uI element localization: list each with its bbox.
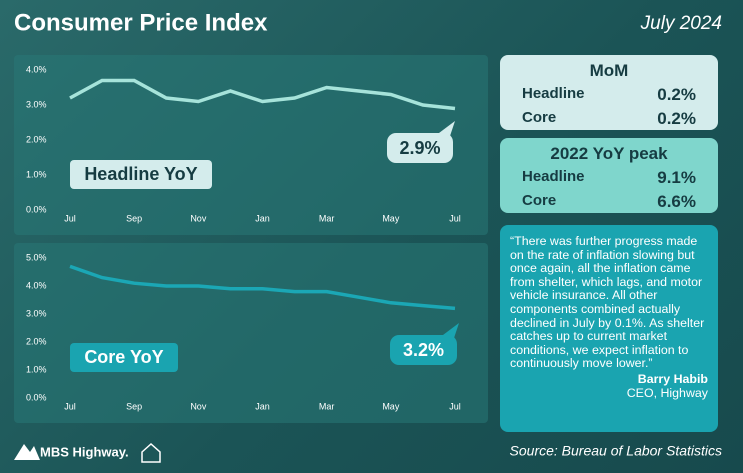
y-tick-label: 0.0%: [26, 204, 47, 214]
peak-box: 2022 YoY peak Headline 9.1% Core 6.6%: [500, 138, 718, 213]
x-tick-label: Mar: [319, 401, 335, 411]
logo: MBS Highway.: [40, 444, 129, 459]
logo-icon: [14, 444, 40, 460]
row-value: 6.6%: [657, 192, 696, 211]
row-value: 0.2%: [657, 85, 696, 104]
y-tick-label: 5.0%: [26, 252, 47, 262]
series-label: Core YoY: [84, 347, 163, 367]
row-value: 9.1%: [657, 168, 696, 187]
quote-box: “There was further progress made on the …: [500, 225, 718, 432]
callout-box: [387, 133, 453, 163]
y-tick-label: 0.0%: [26, 392, 47, 402]
row-label: Headline: [522, 168, 585, 185]
label-box: [70, 343, 178, 372]
x-tick-label: Jan: [255, 401, 270, 411]
y-tick-label: 4.0%: [26, 64, 47, 74]
x-tick-label: Nov: [190, 213, 207, 223]
x-tick-label: Nov: [190, 401, 207, 411]
y-tick-label: 3.0%: [26, 99, 47, 109]
label-box: [70, 160, 212, 189]
quote-text: “There was further progress made on the …: [510, 234, 705, 371]
chart-panel: [14, 55, 488, 235]
callout: 2.9%: [399, 138, 440, 158]
line: [69, 264, 456, 311]
mom-box: MoM Headline 0.2% Core 0.2%: [500, 55, 718, 130]
y-tick-label: 1.0%: [26, 169, 47, 179]
y-tick-label: 2.0%: [26, 134, 47, 144]
box-title: 2022 YoY peak: [550, 144, 668, 163]
row-label: Core: [522, 109, 557, 126]
y-tick-label: 2.0%: [26, 336, 47, 346]
y-tick-label: 4.0%: [26, 280, 47, 290]
quote-role: CEO, Highway: [626, 385, 708, 400]
row-label: Core: [522, 192, 557, 209]
x-tick-label: Jul: [64, 213, 76, 223]
row: Headline 9.1%: [500, 168, 718, 188]
row-value: 0.2%: [657, 109, 696, 128]
housing-icon: [141, 442, 161, 463]
row: Core 6.6%: [500, 192, 718, 212]
chart-panel: [14, 243, 488, 423]
x-tick-label: Jan: [255, 213, 270, 223]
y-tick-label: 3.0%: [26, 308, 47, 318]
box-title: MoM: [589, 61, 629, 80]
x-tick-label: Jul: [64, 401, 76, 411]
row: Core 0.2%: [500, 109, 718, 129]
row: Headline 0.2%: [500, 85, 718, 105]
source: Source: Bureau of Labor Statistics: [510, 443, 722, 459]
y-tick-label: 1.0%: [26, 364, 47, 374]
date: July 2024: [640, 13, 722, 34]
x-tick-label: Sep: [126, 213, 142, 223]
series-label: Headline YoY: [84, 164, 197, 184]
title: Consumer Price Index: [14, 9, 268, 36]
quote-author: Barry Habib: [637, 371, 708, 386]
x-tick-label: Sep: [126, 401, 142, 411]
x-tick-label: Mar: [319, 213, 335, 223]
x-tick-label: Jul: [449, 213, 461, 223]
x-tick-label: Jul: [449, 401, 461, 411]
line: [69, 78, 456, 111]
x-tick-label: May: [382, 401, 400, 411]
x-tick-label: May: [382, 213, 400, 223]
row-label: Headline: [522, 85, 585, 102]
callout-box: [390, 335, 457, 365]
callout: 3.2%: [403, 340, 444, 360]
